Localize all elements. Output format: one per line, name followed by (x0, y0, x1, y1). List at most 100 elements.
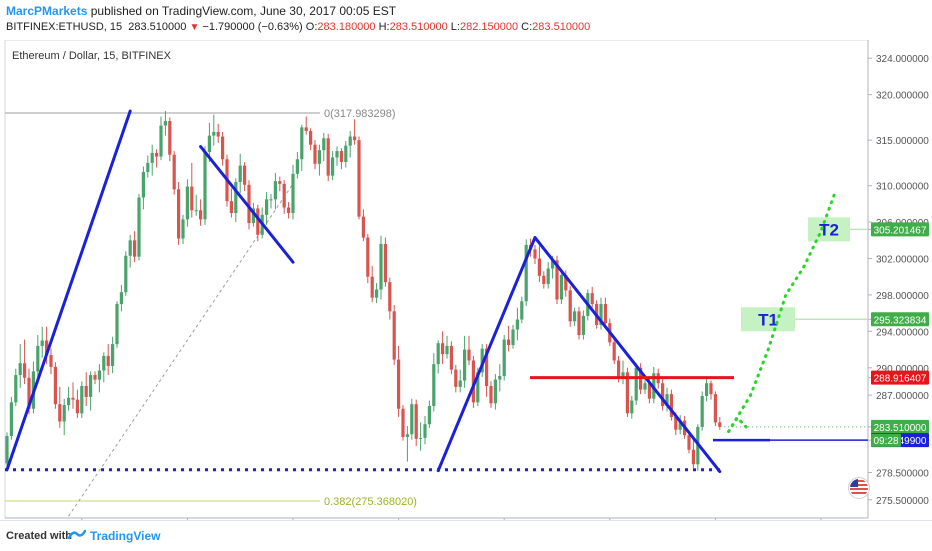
candle-body (498, 375, 502, 380)
candle-body (401, 408, 405, 437)
plot-area (4, 40, 869, 519)
candle-body (278, 181, 282, 184)
candle-body (357, 140, 361, 217)
candle-body (119, 292, 123, 305)
candle-body (427, 406, 431, 425)
candle-body (309, 131, 313, 145)
tradingview-brand-link[interactable]: TradingView (90, 529, 161, 543)
author-link[interactable]: MarcPMarkets (6, 4, 88, 18)
candle-body (133, 240, 137, 257)
candle-body (542, 275, 546, 285)
t1-label: T1 (758, 310, 778, 329)
candle-body (128, 240, 132, 256)
candle-body (348, 136, 352, 146)
candle-body (463, 349, 467, 381)
candle-body (559, 274, 563, 300)
last-price: 283.510000 (128, 21, 187, 33)
candle-body (507, 339, 511, 346)
y-tick-label: 294.000000 (876, 327, 929, 338)
candle-body (590, 293, 594, 305)
y-tick-label: 290.000000 (876, 364, 929, 375)
candle-body (454, 369, 458, 387)
y-tick-label: 324.000000 (876, 54, 929, 65)
candle-body (89, 375, 93, 397)
candle-body (573, 311, 577, 322)
candle-body (445, 345, 449, 355)
candle-body (322, 138, 326, 151)
candle-body (326, 138, 330, 176)
candle-body (251, 208, 255, 224)
candle-body (366, 237, 370, 277)
candle-body (397, 359, 401, 409)
candle-body (634, 367, 638, 401)
candle-body (304, 127, 308, 132)
candle-body (617, 360, 621, 378)
candle-body (177, 189, 181, 239)
candle-body (410, 404, 414, 435)
y-tick-label: 320.000000 (876, 91, 929, 102)
candle-body (216, 131, 220, 137)
price-tag-label: 305.201467 (874, 225, 927, 236)
y-tick-label: 298.000000 (876, 291, 929, 302)
candle-body (432, 364, 436, 407)
candle-body (291, 173, 295, 213)
y-tick-label: 315.000000 (876, 136, 929, 147)
candle-body (691, 449, 695, 465)
candle-body (511, 329, 515, 346)
candle-body (674, 416, 678, 430)
projection-start (727, 415, 748, 434)
ohlc-line: BITFINEX:ETHUSD, 15 283.510000 ▼ −1.7900… (6, 21, 590, 33)
candle-body (581, 315, 585, 335)
candle-body (489, 385, 493, 404)
us-flag-icon (848, 477, 870, 499)
candle-body (441, 343, 445, 355)
candle-body (480, 348, 484, 373)
price-tag (871, 312, 929, 327)
countdown-tag (871, 433, 901, 447)
candle-body (146, 162, 150, 173)
candle-body (335, 151, 339, 158)
candle-body (269, 199, 273, 201)
candle-body (713, 394, 717, 423)
chart-title: Ethereum / Dollar, 15, BITFINEX (12, 50, 171, 62)
t2-label: T2 (819, 220, 839, 239)
price-chart[interactable]: 275.500000278.500000282.049900283.510000… (0, 40, 932, 520)
candle-body (84, 385, 88, 397)
candle-body (603, 304, 607, 324)
candle-body (80, 385, 84, 414)
candle-body (23, 363, 27, 378)
candle-body (229, 201, 233, 213)
candle-body (273, 181, 277, 200)
open-value: 283.180000 (317, 21, 376, 33)
candle-body (709, 383, 713, 395)
candle-body (353, 136, 357, 141)
price-tag-label: 295.323834 (874, 315, 927, 326)
candle-body (471, 360, 475, 403)
candle-body (203, 151, 207, 220)
price-tag-label: 288.916407 (874, 374, 927, 385)
candle-body (168, 121, 172, 155)
y-tick-label: 310.000000 (876, 182, 929, 193)
candle-body (14, 375, 18, 403)
candle-body (718, 422, 722, 427)
candle-body (194, 210, 198, 212)
candle-body (625, 372, 629, 414)
candle-body (93, 375, 97, 380)
candle-body (159, 125, 163, 157)
candle-body (190, 186, 194, 211)
candle-body (155, 152, 159, 157)
candle-body (405, 434, 409, 437)
high-value: 283.510000 (389, 21, 448, 33)
candle-body (612, 342, 616, 361)
candle-body (172, 154, 176, 190)
candle-body (502, 339, 506, 376)
close-label: C: (521, 21, 533, 33)
candle-body (568, 290, 572, 322)
candle-body (282, 183, 286, 208)
candle-body (18, 363, 22, 376)
candle-body (370, 276, 374, 298)
y-tick-label: 302.000000 (876, 255, 929, 266)
candle-body (669, 394, 673, 417)
down-arrow-icon: ▼ (189, 22, 200, 33)
t1-box (741, 307, 795, 332)
